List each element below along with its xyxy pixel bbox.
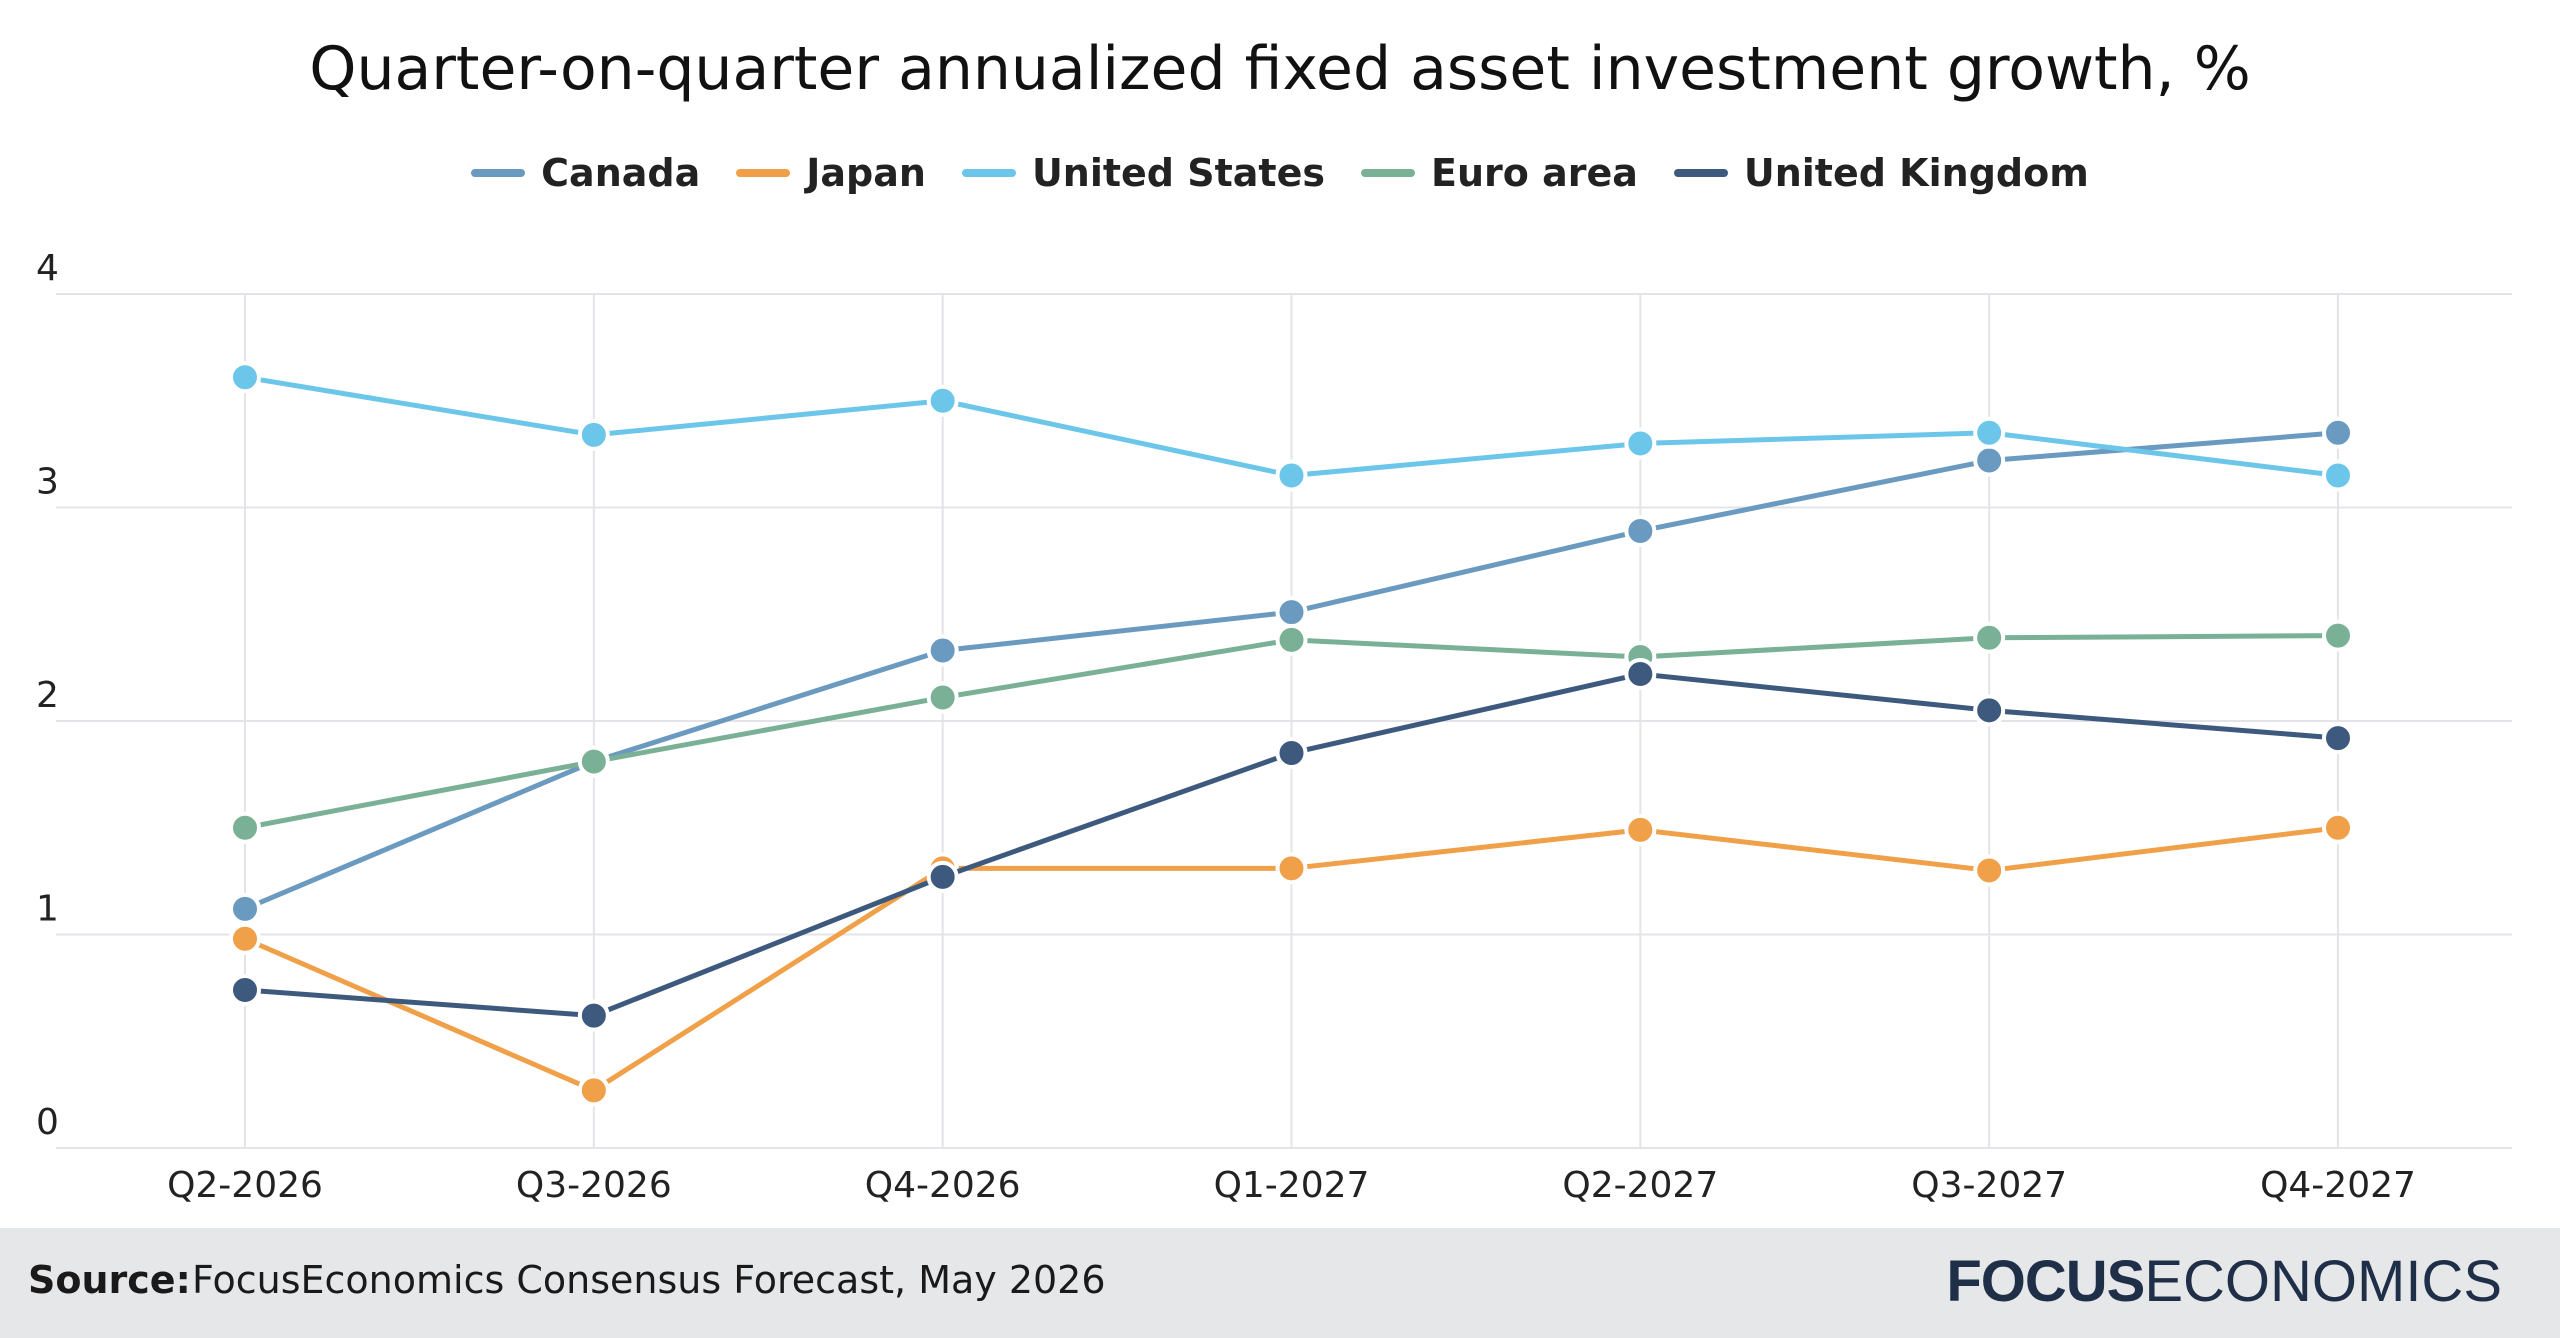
- legend-item[interactable]: United States: [961, 151, 1325, 195]
- data-point[interactable]: [577, 745, 610, 778]
- data-point[interactable]: [2322, 811, 2354, 844]
- data-point[interactable]: [1275, 737, 1308, 770]
- legend-label: Euro area: [1430, 151, 1638, 195]
- legend-item[interactable]: United Kingdom: [1673, 151, 2089, 195]
- source-label: Source:: [28, 1258, 191, 1302]
- x-tick-label: Q4-2027: [2260, 1165, 2416, 1206]
- data-point[interactable]: [229, 922, 261, 955]
- y-tick-label: 2: [36, 675, 59, 716]
- legend-label: Canada: [541, 151, 701, 195]
- data-point[interactable]: [1973, 416, 2006, 449]
- legend-swatch: [736, 169, 791, 177]
- x-tick-label: Q1-2027: [1214, 1165, 1370, 1206]
- series-japan: [229, 811, 2354, 1107]
- legend-swatch: [1360, 169, 1415, 177]
- data-point[interactable]: [229, 811, 261, 844]
- brand-light: ECONOMICS: [2144, 1249, 2502, 1314]
- data-point[interactable]: [577, 999, 610, 1032]
- chart-title: Quarter-on-quarter annualized fixed asse…: [309, 34, 2251, 104]
- data-point[interactable]: [926, 860, 959, 893]
- data-point[interactable]: [1973, 854, 2006, 887]
- data-point[interactable]: [1973, 621, 2006, 654]
- x-tick-label: Q3-2026: [516, 1165, 672, 1206]
- data-point[interactable]: [926, 384, 959, 417]
- series-united-states: [229, 361, 2354, 492]
- data-point[interactable]: [2322, 722, 2354, 755]
- legend-item[interactable]: Japan: [736, 151, 926, 195]
- series-group: [229, 361, 2354, 1107]
- data-point[interactable]: [1275, 459, 1308, 492]
- legend-label: United Kingdom: [1743, 151, 2089, 195]
- data-point[interactable]: [577, 1074, 610, 1107]
- data-point[interactable]: [926, 634, 959, 667]
- x-tick-label: Q3-2027: [1911, 1165, 2067, 1206]
- x-axis-ticks: Q2-2026 Q3-2026 Q4-2026 Q1-2027 Q2-2027 Q3-20…: [167, 1165, 2416, 1206]
- legend-label: United States: [1031, 151, 1325, 195]
- brand-bold: FOCUS: [1946, 1249, 2145, 1314]
- legend-item[interactable]: Canada: [471, 151, 700, 195]
- data-point[interactable]: [1973, 694, 2006, 727]
- y-tick-label: 1: [36, 889, 59, 930]
- line-chart: Q2-2026 Q3-2026 Q4-2026 Q1-2027 Q2-2027 Q3-20…: [36, 248, 2512, 1206]
- data-point[interactable]: [1624, 514, 1657, 547]
- data-point[interactable]: [1624, 813, 1657, 846]
- data-point[interactable]: [2322, 416, 2354, 449]
- legend-swatch: [961, 169, 1016, 177]
- focuseconomics-logo: FOCUSECONOMICS: [1946, 1248, 2502, 1315]
- data-point[interactable]: [229, 974, 261, 1007]
- y-tick-label: 0: [36, 1102, 59, 1143]
- series-united-kingdom: [229, 658, 2354, 1032]
- data-point[interactable]: [926, 681, 959, 714]
- legend-swatch: [471, 169, 526, 177]
- source-text: FocusEconomics Consensus Forecast, May 2…: [192, 1258, 1106, 1302]
- data-point[interactable]: [2322, 459, 2354, 492]
- data-point[interactable]: [1624, 427, 1657, 460]
- legend-item[interactable]: Euro area: [1360, 151, 1638, 195]
- y-axis-ticks: 0 1 2 3 4: [36, 248, 59, 1143]
- data-point[interactable]: [229, 892, 261, 925]
- footer: Source: FocusEconomics Consensus Forecas…: [0, 1228, 2560, 1338]
- data-point[interactable]: [1275, 596, 1308, 629]
- data-point[interactable]: [1973, 444, 2006, 477]
- data-point[interactable]: [1624, 658, 1657, 691]
- legend-label: Japan: [806, 151, 926, 195]
- data-point[interactable]: [1275, 623, 1308, 656]
- legend-swatch: [1673, 169, 1728, 177]
- y-tick-label: 3: [36, 462, 59, 503]
- data-point[interactable]: [2322, 619, 2354, 652]
- data-point[interactable]: [577, 418, 610, 451]
- legend: Canada Japan United States Euro area United …: [0, 148, 2560, 198]
- x-tick-label: Q2-2027: [1562, 1165, 1718, 1206]
- x-tick-label: Q4-2026: [865, 1165, 1021, 1206]
- y-tick-label: 4: [36, 248, 59, 289]
- data-point[interactable]: [229, 361, 261, 394]
- data-point[interactable]: [1275, 852, 1308, 885]
- x-tick-label: Q2-2026: [167, 1165, 323, 1206]
